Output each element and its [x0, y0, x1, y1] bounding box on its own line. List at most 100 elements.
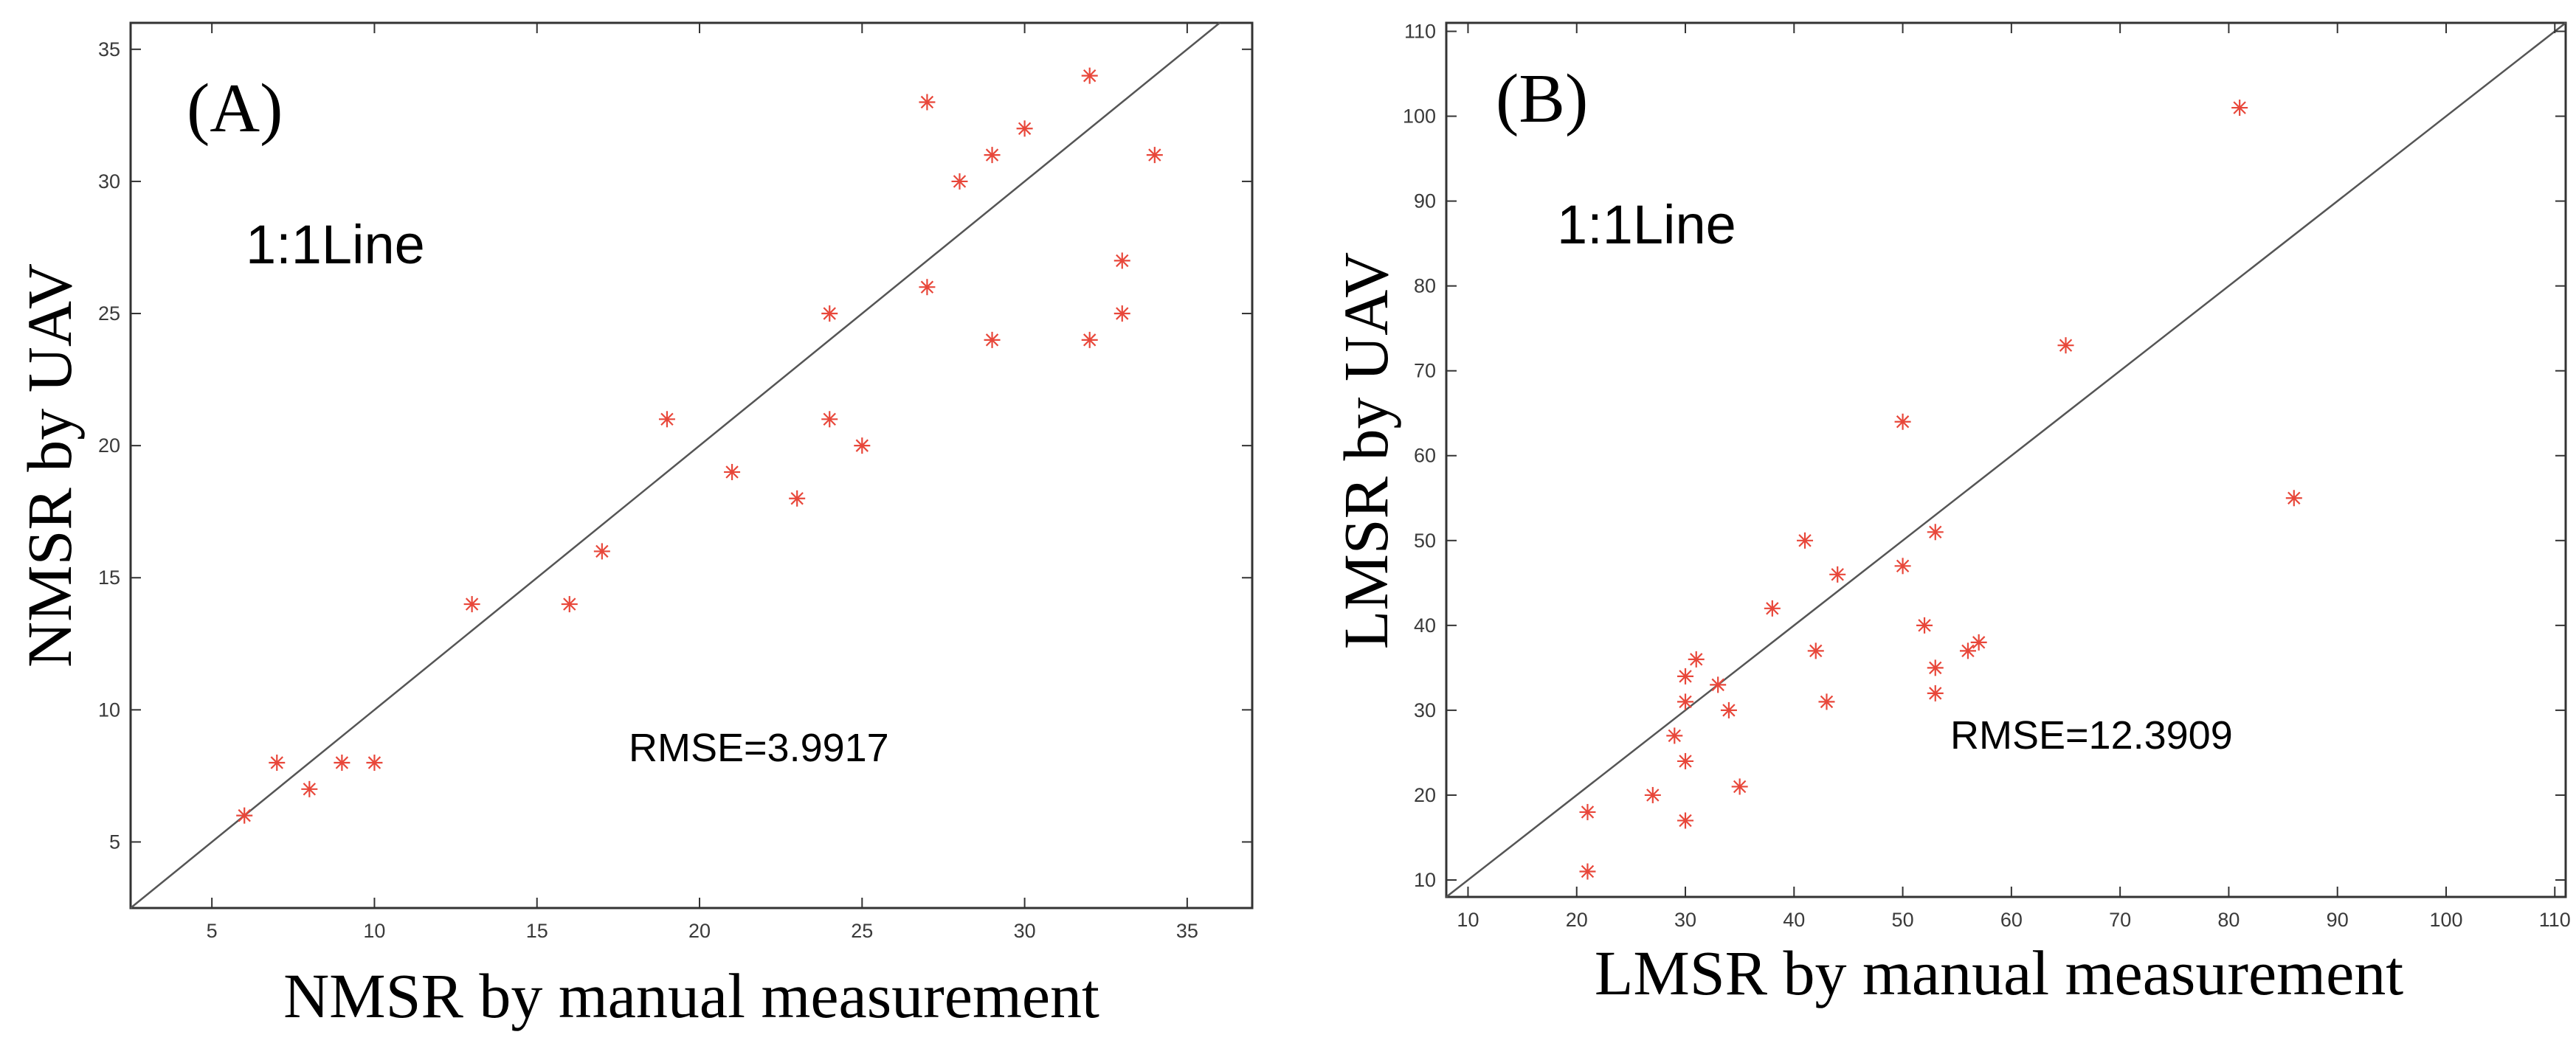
y-tick-label: 35 — [98, 38, 120, 60]
x-tick-label: 80 — [2217, 909, 2240, 931]
data-point — [821, 411, 838, 428]
one-to-one-line — [1446, 22, 2566, 898]
data-point — [1677, 752, 1694, 769]
panel-a-label: (A) — [187, 70, 283, 147]
data-point — [1959, 642, 1976, 659]
one-to-one-line — [130, 22, 1220, 909]
data-point — [2057, 337, 2074, 354]
data-point — [1894, 558, 1911, 575]
data-point — [919, 94, 936, 111]
y-tick-label: 90 — [1414, 190, 1436, 212]
x-tick-label: 20 — [688, 920, 711, 942]
x-tick-label: 30 — [1014, 920, 1036, 942]
y-tick-label: 50 — [1414, 530, 1436, 552]
data-point — [1579, 863, 1596, 880]
x-tick-label: 25 — [851, 920, 873, 942]
data-point — [1818, 693, 1835, 710]
data-point — [1081, 331, 1098, 348]
data-point — [366, 754, 383, 771]
x-tick-label: 20 — [1566, 909, 1588, 931]
data-point — [1016, 120, 1033, 137]
data-point — [1894, 413, 1911, 430]
y-tick-label: 70 — [1414, 360, 1436, 382]
x-tick-label: 110 — [2539, 909, 2571, 931]
y-tick-label: 20 — [1414, 784, 1436, 806]
data-point — [1731, 778, 1748, 795]
panel-a-y-axis-title: NMSR by UAV — [14, 263, 85, 668]
y-tick-label: 15 — [98, 566, 120, 589]
data-point — [1764, 600, 1781, 617]
data-point — [1579, 803, 1596, 820]
y-tick-label: 40 — [1414, 614, 1436, 637]
data-point — [1720, 701, 1737, 718]
data-point — [561, 596, 578, 613]
data-point — [724, 463, 741, 480]
data-point — [334, 754, 351, 771]
y-tick-label: 30 — [1414, 699, 1436, 721]
data-point — [1666, 727, 1683, 744]
y-tick-label: 80 — [1414, 275, 1436, 297]
data-point — [2231, 100, 2248, 117]
x-tick-label: 10 — [363, 920, 385, 942]
y-tick-label: 20 — [98, 434, 120, 457]
data-point — [2285, 490, 2302, 507]
data-point — [984, 147, 1001, 164]
panel-b-y-axis-title: LMSR by UAV — [1330, 252, 1401, 649]
panel-a: 5 10 15 20 25 30 35 5 10 15 20 25 30 35 (A) 1:1Line R… — [14, 21, 1254, 1031]
y-tick-label: 5 — [109, 831, 120, 853]
data-point — [951, 173, 968, 190]
panel-b-ticks: 10 20 30 40 50 60 70 80 90 100 110 10 20 30 40 50 60 70 80… — [1403, 21, 2571, 931]
data-point — [301, 780, 318, 797]
y-tick-label: 25 — [98, 302, 120, 325]
data-point — [1677, 812, 1694, 829]
x-tick-label: 70 — [2109, 909, 2131, 931]
panel-b-ref-line — [1446, 22, 2566, 898]
data-point — [463, 596, 480, 613]
data-point — [1807, 642, 1824, 659]
data-point — [593, 543, 610, 560]
data-point — [1113, 252, 1130, 269]
panel-a-markers — [236, 67, 1163, 824]
data-point — [1677, 668, 1694, 685]
data-point — [1927, 524, 1944, 541]
panel-a-plot-area — [129, 21, 1254, 909]
y-tick-label: 10 — [1414, 869, 1436, 891]
data-point — [1927, 685, 1944, 701]
data-point — [1829, 566, 1846, 583]
x-tick-label: 30 — [1674, 909, 1696, 931]
y-tick-label: 60 — [1414, 445, 1436, 467]
x-tick-label: 90 — [2327, 909, 2349, 931]
data-point — [789, 490, 806, 507]
x-tick-label: 100 — [2429, 909, 2462, 931]
data-point — [1146, 147, 1163, 164]
x-tick-label: 40 — [1783, 909, 1805, 931]
panel-b-ref-label: 1:1Line — [1557, 194, 1736, 255]
x-tick-label: 35 — [1176, 920, 1198, 942]
panel-a-ref-line — [130, 22, 1220, 909]
y-tick-label: 110 — [1404, 21, 1436, 43]
data-point — [1688, 651, 1705, 668]
panel-b-plot-area — [1445, 21, 2567, 898]
data-point — [1081, 67, 1098, 84]
x-tick-label: 15 — [526, 920, 548, 942]
data-point — [1677, 693, 1694, 710]
data-point — [821, 305, 838, 322]
panel-a-x-axis-title: NMSR by manual measurement — [283, 960, 1099, 1031]
data-point — [1710, 676, 1727, 693]
data-point — [854, 437, 871, 454]
data-point — [1644, 786, 1661, 803]
data-point — [984, 331, 1001, 348]
y-tick-label: 10 — [98, 699, 120, 721]
panel-b-rmse: RMSE=12.3909 — [1950, 713, 2233, 758]
data-point — [1927, 659, 1944, 676]
data-point — [658, 411, 675, 428]
x-tick-label: 10 — [1457, 909, 1479, 931]
x-tick-label: 50 — [1892, 909, 1914, 931]
data-point — [1916, 617, 1933, 634]
panel-a-ticks: 5 10 15 20 25 30 35 5 10 15 20 25 30 35 — [98, 23, 1252, 942]
x-tick-label: 5 — [207, 920, 218, 942]
panel-a-ref-label: 1:1Line — [246, 214, 425, 275]
panel-b: 10 20 30 40 50 60 70 80 90 100 110 10 20 30 40 50 60 70 80… — [1330, 21, 2571, 1008]
data-point — [236, 807, 253, 824]
